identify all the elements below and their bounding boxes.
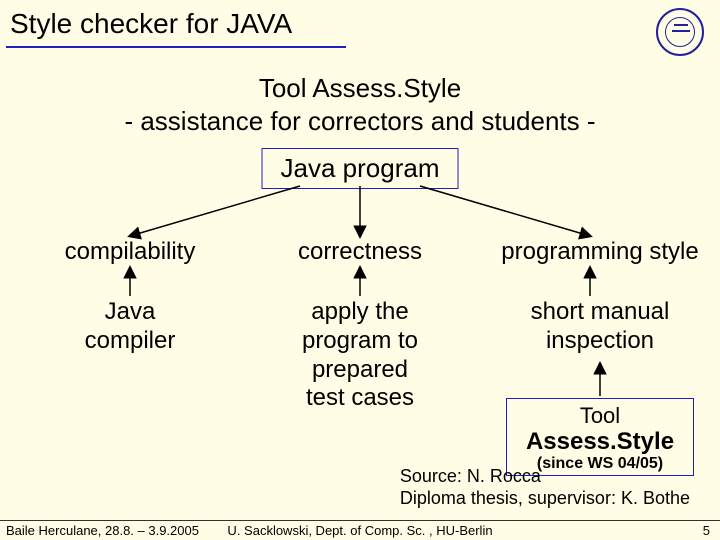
java-program-box: Java program <box>262 148 459 189</box>
university-logo <box>656 8 704 56</box>
source-citation: Source: N. Rocca Diploma thesis, supervi… <box>400 466 690 509</box>
tool-box-line1: Tool <box>513 403 687 429</box>
label-java-compiler: Java compiler <box>30 298 230 356</box>
slide-title: Style checker for JAVA <box>10 8 292 40</box>
subtitle-line1: Tool Assess.Style <box>0 72 720 105</box>
label-apply-test-cases: apply the program to prepared test cases <box>260 298 460 413</box>
tool-box-line2: Assess.Style <box>513 429 687 455</box>
footer-right: 5 <box>703 523 710 538</box>
subtitle-line2: - assistance for correctors and students… <box>0 105 720 138</box>
label-correctness: correctness <box>260 238 460 266</box>
footer-center: U. Sacklowski, Dept. of Comp. Sc. , HU-B… <box>227 523 492 538</box>
label-manual-inspection: short manual inspection <box>490 298 710 356</box>
footer-left: Baile Herculane, 28.8. – 3.9.2005 <box>6 523 199 538</box>
title-underline <box>6 46 346 48</box>
label-compilability: compilability <box>30 238 230 266</box>
footer: Baile Herculane, 28.8. – 3.9.2005 U. Sac… <box>0 520 720 540</box>
subtitle: Tool Assess.Style - assistance for corre… <box>0 72 720 137</box>
label-programming-style: programming style <box>490 238 710 266</box>
tool-assess-style-box: Tool Assess.Style (since WS 04/05) <box>506 398 694 476</box>
